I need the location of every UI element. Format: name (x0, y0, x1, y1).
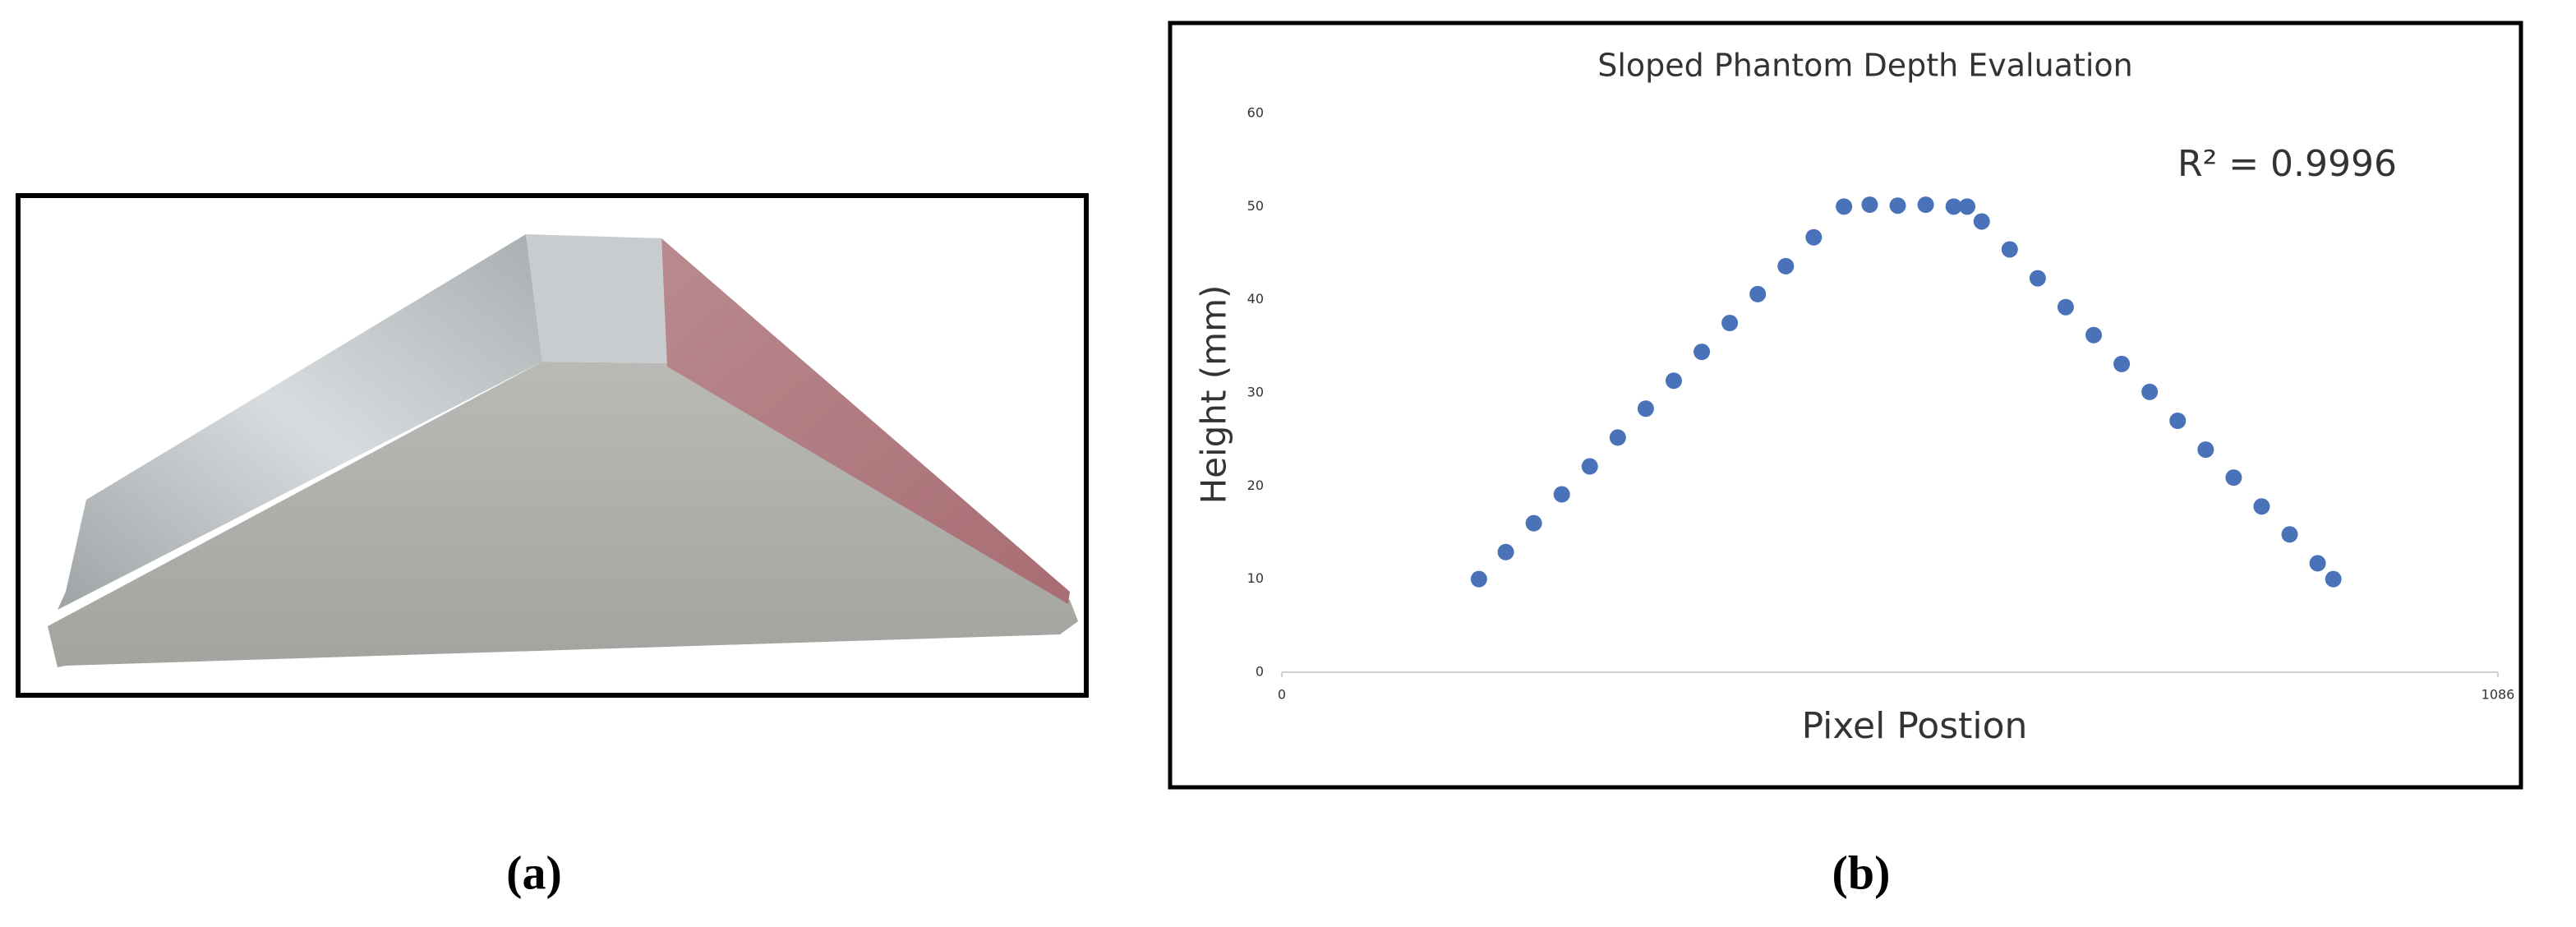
x-axis-label: Pixel Postion (1802, 705, 2028, 747)
point (1805, 228, 1823, 246)
point (1665, 372, 1682, 390)
point (2029, 270, 2046, 287)
point (2001, 241, 2018, 258)
caption: (b) (1832, 846, 1891, 899)
point (2085, 326, 2103, 344)
point (2113, 355, 2131, 372)
y-tick-label: 0 (1256, 664, 1264, 680)
y-tick-label: 20 (1247, 477, 1264, 493)
point (2281, 526, 2298, 543)
x-tick-label: 1086 (2482, 687, 2515, 703)
point (1959, 198, 1976, 215)
x-tick-label: 0 (1278, 687, 1286, 703)
plot-area: 0 10 20 30 40 50 60 0 1086 (1247, 105, 2515, 703)
right-slope (661, 238, 1070, 604)
point (1749, 285, 1767, 302)
point (2253, 498, 2270, 515)
y-axis-label: Height (mm) (1194, 285, 1234, 505)
point (1694, 344, 1711, 361)
point (1945, 198, 1962, 215)
point (1637, 400, 1654, 417)
point (2141, 383, 2159, 400)
top-face (526, 234, 667, 363)
caption: (a) (506, 846, 562, 899)
point (1470, 570, 1487, 588)
y-tick-label: 40 (1247, 291, 1264, 307)
y-tick-label: 30 (1247, 385, 1264, 400)
point (1525, 514, 1542, 532)
point (1973, 213, 1990, 230)
point (1497, 543, 1514, 560)
front-face (48, 362, 1078, 667)
point (2057, 298, 2074, 316)
y-tick-label: 10 (1247, 570, 1264, 586)
point (2325, 570, 2342, 588)
y-tick-label: 60 (1247, 105, 1264, 121)
point (2309, 555, 2326, 572)
left-slope (58, 234, 542, 610)
chart-title: Sloped Phantom Depth Evaluation (1597, 48, 2133, 84)
photo-panel (16, 193, 1089, 698)
point (1836, 198, 1853, 215)
chart-frame (1168, 21, 2523, 790)
point (2169, 413, 2187, 429)
point (1581, 458, 1598, 475)
point (1777, 257, 1795, 274)
point (2197, 441, 2214, 459)
point (1917, 196, 1934, 214)
y-tick-label: 50 (1247, 198, 1264, 214)
point (1889, 197, 1906, 214)
point (1721, 315, 1739, 331)
annotation: R² = 0.9996 (2177, 143, 2397, 185)
point (1609, 429, 1626, 446)
point (2225, 469, 2242, 487)
point (1553, 486, 1570, 503)
point (1861, 196, 1878, 214)
